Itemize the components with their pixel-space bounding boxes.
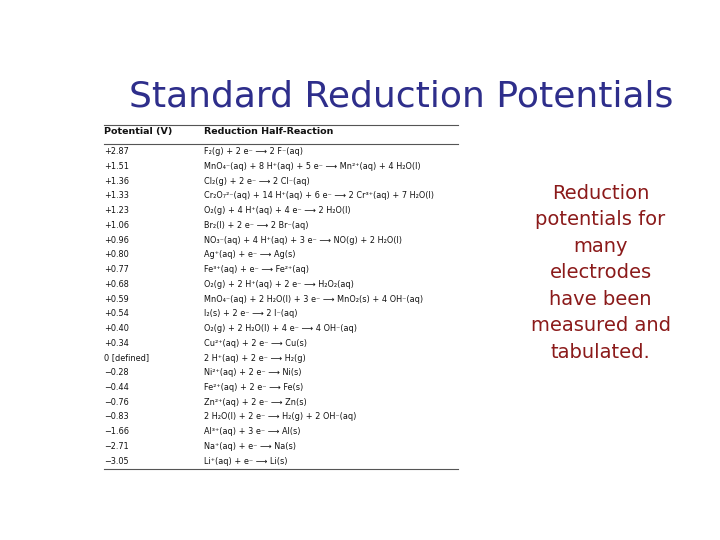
Text: O₂(g) + 2 H⁺(aq) + 2 e⁻ ⟶ H₂O₂(aq): O₂(g) + 2 H⁺(aq) + 2 e⁻ ⟶ H₂O₂(aq) [204,280,354,289]
Text: +2.87: +2.87 [104,147,129,156]
Text: −3.05: −3.05 [104,457,129,465]
Text: O₂(g) + 2 H₂O(l) + 4 e⁻ ⟶ 4 OH⁻(aq): O₂(g) + 2 H₂O(l) + 4 e⁻ ⟶ 4 OH⁻(aq) [204,324,357,333]
Text: I₂(s) + 2 e⁻ ⟶ 2 I⁻(aq): I₂(s) + 2 e⁻ ⟶ 2 I⁻(aq) [204,309,298,318]
Text: +0.80: +0.80 [104,251,129,259]
Text: −2.71: −2.71 [104,442,129,451]
Text: Br₂(l) + 2 e⁻ ⟶ 2 Br⁻(aq): Br₂(l) + 2 e⁻ ⟶ 2 Br⁻(aq) [204,221,309,230]
Text: MnO₄⁻(aq) + 2 H₂O(l) + 3 e⁻ ⟶ MnO₂(s) + 4 OH⁻(aq): MnO₄⁻(aq) + 2 H₂O(l) + 3 e⁻ ⟶ MnO₂(s) + … [204,294,423,303]
Text: +0.40: +0.40 [104,324,129,333]
Text: +0.34: +0.34 [104,339,129,348]
Text: Reduction Half-Reaction: Reduction Half-Reaction [204,127,334,136]
Text: Li⁺(aq) + e⁻ ⟶ Li(s): Li⁺(aq) + e⁻ ⟶ Li(s) [204,457,288,465]
Text: Ag⁺(aq) + e⁻ ⟶ Ag(s): Ag⁺(aq) + e⁻ ⟶ Ag(s) [204,251,296,259]
Text: Fe³⁺(aq) + e⁻ ⟶ Fe²⁺(aq): Fe³⁺(aq) + e⁻ ⟶ Fe²⁺(aq) [204,265,310,274]
Text: Potential (V): Potential (V) [104,127,172,136]
Text: 0 [defined]: 0 [defined] [104,354,149,362]
Text: +0.68: +0.68 [104,280,129,289]
Text: MnO₄⁻(aq) + 8 H⁺(aq) + 5 e⁻ ⟶ Mn²⁺(aq) + 4 H₂O(l): MnO₄⁻(aq) + 8 H⁺(aq) + 5 e⁻ ⟶ Mn²⁺(aq) +… [204,162,421,171]
Text: Fe²⁺(aq) + 2 e⁻ ⟶ Fe(s): Fe²⁺(aq) + 2 e⁻ ⟶ Fe(s) [204,383,304,392]
Text: +0.54: +0.54 [104,309,129,318]
Text: −0.28: −0.28 [104,368,129,377]
Text: +1.23: +1.23 [104,206,129,215]
Text: 2 H⁺(aq) + 2 e⁻ ⟶ H₂(g): 2 H⁺(aq) + 2 e⁻ ⟶ H₂(g) [204,354,306,362]
Text: +1.33: +1.33 [104,191,129,200]
Text: Na⁺(aq) + e⁻ ⟶ Na(s): Na⁺(aq) + e⁻ ⟶ Na(s) [204,442,297,451]
Text: Ni²⁺(aq) + 2 e⁻ ⟶ Ni(s): Ni²⁺(aq) + 2 e⁻ ⟶ Ni(s) [204,368,302,377]
Text: −0.83: −0.83 [104,413,129,422]
Text: F₂(g) + 2 e⁻ ⟶ 2 F⁻(aq): F₂(g) + 2 e⁻ ⟶ 2 F⁻(aq) [204,147,303,156]
Text: +1.36: +1.36 [104,177,129,186]
Text: +0.96: +0.96 [104,235,129,245]
Text: Cr₂O₇²⁻(aq) + 14 H⁺(aq) + 6 e⁻ ⟶ 2 Cr³⁺(aq) + 7 H₂O(l): Cr₂O₇²⁻(aq) + 14 H⁺(aq) + 6 e⁻ ⟶ 2 Cr³⁺(… [204,191,434,200]
Text: Zn²⁺(aq) + 2 e⁻ ⟶ Zn(s): Zn²⁺(aq) + 2 e⁻ ⟶ Zn(s) [204,398,307,407]
Text: Cl₂(g) + 2 e⁻ ⟶ 2 Cl⁻(aq): Cl₂(g) + 2 e⁻ ⟶ 2 Cl⁻(aq) [204,177,310,186]
Text: Cu²⁺(aq) + 2 e⁻ ⟶ Cu(s): Cu²⁺(aq) + 2 e⁻ ⟶ Cu(s) [204,339,307,348]
Text: −1.66: −1.66 [104,427,129,436]
Text: 2 H₂O(l) + 2 e⁻ ⟶ H₂(g) + 2 OH⁻(aq): 2 H₂O(l) + 2 e⁻ ⟶ H₂(g) + 2 OH⁻(aq) [204,413,357,422]
Text: Standard Reduction Potentials: Standard Reduction Potentials [129,79,673,113]
Text: −0.76: −0.76 [104,398,129,407]
Text: −0.44: −0.44 [104,383,129,392]
Text: Al³⁺(aq) + 3 e⁻ ⟶ Al(s): Al³⁺(aq) + 3 e⁻ ⟶ Al(s) [204,427,301,436]
Text: NO₃⁻(aq) + 4 H⁺(aq) + 3 e⁻ ⟶ NO(g) + 2 H₂O(l): NO₃⁻(aq) + 4 H⁺(aq) + 3 e⁻ ⟶ NO(g) + 2 H… [204,235,402,245]
Text: +0.77: +0.77 [104,265,129,274]
Text: Reduction
potentials for
many
electrodes
have been
measured and
tabulated.: Reduction potentials for many electrodes… [531,184,670,362]
Text: +1.06: +1.06 [104,221,129,230]
Text: +1.51: +1.51 [104,162,129,171]
Text: +0.59: +0.59 [104,294,129,303]
Text: O₂(g) + 4 H⁺(aq) + 4 e⁻ ⟶ 2 H₂O(l): O₂(g) + 4 H⁺(aq) + 4 e⁻ ⟶ 2 H₂O(l) [204,206,351,215]
